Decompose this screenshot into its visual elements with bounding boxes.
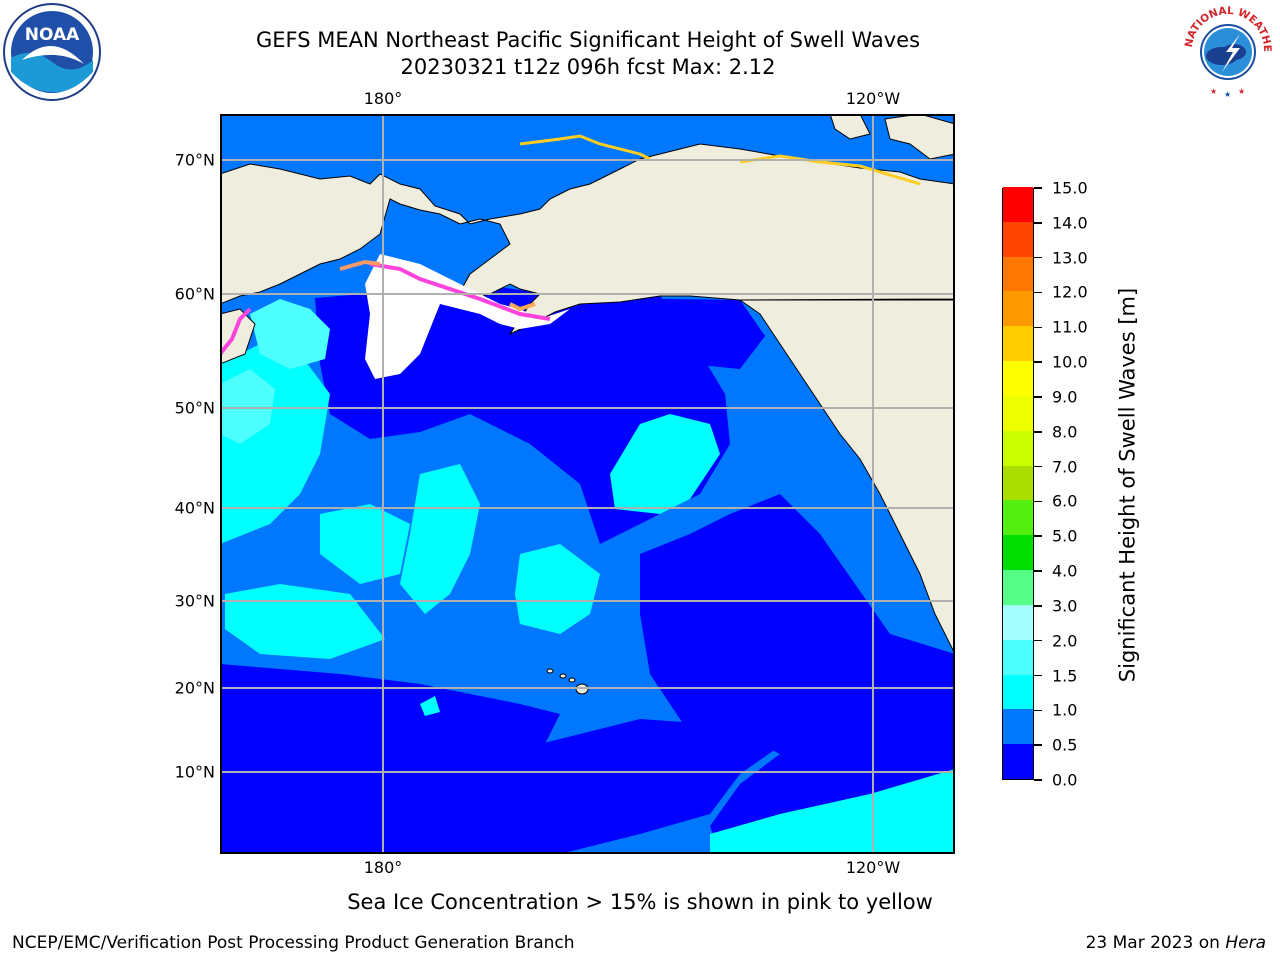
colorbar-tick-label: 14.0 — [1052, 213, 1088, 233]
colorbar-tick — [1034, 291, 1042, 294]
chart-subtitle: 20230321 t12z 096h fcst Max: 2.12 — [400, 55, 776, 79]
colorbar-segment — [1003, 708, 1033, 745]
colorbar-tick — [1034, 570, 1042, 572]
colorbar-segment — [1003, 499, 1033, 536]
colorbar-tick — [1034, 709, 1042, 712]
colorbar-tick-label: 3.0 — [1052, 596, 1078, 616]
colorbar-tick-label: 1.5 — [1052, 666, 1078, 686]
land-areas — [220, 114, 955, 655]
colorbar-tick — [1034, 535, 1042, 537]
map-svg — [220, 114, 955, 854]
colorbar-segment — [1003, 256, 1033, 292]
colorbar-segment — [1003, 465, 1033, 501]
map-panel — [220, 114, 955, 854]
colorbar-segment — [1003, 221, 1033, 257]
colorbar-segment — [1003, 604, 1033, 640]
colorbar-tick — [1034, 187, 1042, 189]
chart-title: GEFS MEAN Northeast Pacific Significant … — [255, 28, 921, 52]
lon-label-bottom-180: 180° — [363, 858, 403, 877]
colorbar-title: Significant Height of Swell Waves [m] — [1115, 287, 1140, 683]
colorbar-tick — [1034, 361, 1042, 363]
colorbar-tick — [1034, 256, 1042, 259]
machine-name: Hera — [1225, 933, 1266, 953]
colorbar — [1002, 186, 1034, 780]
lat-label-20n: 20°N — [174, 678, 215, 698]
colorbar-segment — [1003, 290, 1033, 327]
colorbar-tick — [1034, 500, 1042, 503]
date-text: 23 Mar 2023 on Hera — [1086, 933, 1266, 953]
credit-text: NCEP/EMC/Verification Post Processing Pr… — [12, 933, 575, 953]
lat-label-50n: 50°N — [174, 398, 215, 418]
svg-text:★: ★ — [1224, 90, 1231, 99]
noaa-logo: NOAA — [2, 2, 102, 106]
colorbar-tick-label: 0.0 — [1052, 770, 1078, 790]
colorbar-tick — [1034, 779, 1042, 781]
colorbar-segment — [1003, 569, 1033, 605]
colorbar-tick-label: 12.0 — [1052, 282, 1088, 302]
colorbar-tick-label: 8.0 — [1052, 422, 1078, 442]
colorbar-tick-label: 9.0 — [1052, 387, 1078, 407]
colorbar-segment — [1003, 639, 1033, 675]
lat-label-30n: 30°N — [174, 591, 215, 611]
map-grid — [220, 114, 955, 854]
svg-text:★: ★ — [1238, 87, 1245, 96]
colorbar-tick-label: 10.0 — [1052, 352, 1088, 372]
colorbar-tick — [1034, 222, 1042, 224]
colorbar-tick — [1034, 639, 1042, 642]
colorbar-tick — [1034, 744, 1042, 746]
colorbar-tick-label: 13.0 — [1052, 248, 1088, 268]
swell-region-high — [220, 344, 955, 854]
colorbar-tick-label: 7.0 — [1052, 457, 1078, 477]
lat-label-70n: 70°N — [174, 150, 215, 170]
colorbar-segment — [1003, 674, 1033, 710]
colorbar-segment — [1003, 534, 1033, 571]
lat-label-60n: 60°N — [174, 284, 215, 304]
colorbar-tick-label: 2.0 — [1052, 631, 1078, 651]
map-border — [220, 114, 955, 854]
colorbar-tick-label: 0.5 — [1052, 735, 1078, 755]
lon-label-bottom-120w: 120°W — [845, 858, 901, 877]
lon-label-top-120w: 120°W — [845, 89, 901, 108]
sea-ice — [220, 134, 921, 379]
lon-label-top-180: 180° — [363, 89, 403, 108]
nws-logo: NATIONAL WEATHER SERVICE ★ ★ ★ — [1174, 0, 1278, 104]
colorbar-tick-label: 5.0 — [1052, 526, 1078, 546]
colorbar-tick — [1034, 431, 1042, 433]
colorbar-tick-label: 4.0 — [1052, 561, 1078, 581]
sea-ice-note: Sea Ice Concentration > 15% is shown in … — [347, 890, 933, 914]
colorbar-segment — [1003, 743, 1033, 779]
colorbar-tick-label: 1.0 — [1052, 700, 1078, 720]
colorbar-segment — [1003, 360, 1033, 396]
colorbar-segment — [1003, 430, 1033, 466]
colorbar-tick — [1034, 396, 1042, 398]
colorbar-tick-label: 6.0 — [1052, 491, 1078, 511]
lat-label-40n: 40°N — [174, 498, 215, 518]
colorbar-tick-label: 15.0 — [1052, 178, 1088, 198]
colorbar-segment — [1003, 186, 1033, 222]
lat-label-10n: 10°N — [174, 762, 215, 782]
colorbar-tick — [1034, 674, 1042, 677]
colorbar-tick — [1034, 326, 1042, 329]
colorbar-tick — [1034, 605, 1042, 607]
colorbar-segment — [1003, 395, 1033, 431]
svg-text:NOAA: NOAA — [25, 25, 80, 45]
date-prefix: 23 Mar 2023 on — [1085, 933, 1226, 953]
colorbar-tick — [1034, 465, 1042, 468]
colorbar-segment — [1003, 325, 1033, 362]
swell-region-higher — [220, 299, 330, 444]
svg-text:★: ★ — [1210, 87, 1217, 96]
colorbar-tick-label: 11.0 — [1052, 317, 1088, 337]
